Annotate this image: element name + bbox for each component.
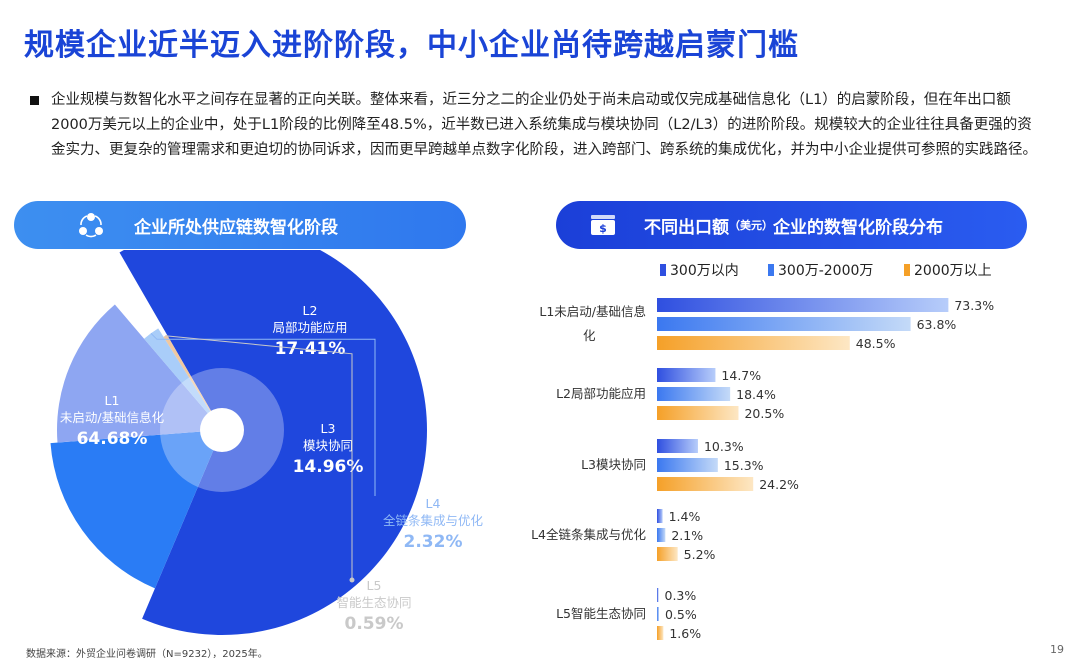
right-chart-header: $ 不同出口额 （美元） 企业的数智化阶段分布: [556, 201, 1027, 249]
pie-label-value: 64.68%: [77, 429, 148, 449]
bar-value-label: 0.3%: [665, 588, 697, 603]
legend-item-3: 2000万以上: [904, 263, 992, 279]
money-icon: $: [588, 210, 618, 240]
category-label-line: 化: [583, 328, 596, 343]
bar-1-series-2: [657, 317, 911, 331]
network-icon: [76, 210, 106, 240]
stage-pie-chart: L1 未启动/基础信息化 64.68% L2 局部功能应用 17.41% L3 模块协同 14.…: [0, 250, 540, 635]
legend-label: 300万以内: [670, 263, 739, 279]
bar-4-series-1: [657, 509, 663, 523]
bar-value-label: 1.4%: [669, 509, 701, 524]
pie-label-code: L3: [321, 421, 336, 436]
legend-swatch: [904, 264, 910, 276]
bar-value-label: 0.5%: [665, 607, 697, 622]
category-label-2: L2局部功能应用: [556, 386, 646, 401]
page-number: 19: [1050, 643, 1064, 656]
bar-value-label: 14.7%: [721, 368, 761, 383]
bar-1-series-1: [657, 298, 948, 312]
bar-2-series-2: [657, 387, 730, 401]
category-label-line: L2局部功能应用: [556, 386, 646, 401]
pie-label-name: 局部功能应用: [272, 320, 347, 335]
bar-5-series-1: [657, 588, 659, 602]
bar-3-series-1: [657, 439, 698, 453]
bar-value-label: 10.3%: [704, 439, 744, 454]
pie-label-value: 0.59%: [345, 614, 404, 634]
bar-4-series-2: [657, 528, 665, 542]
intro-text: 企业规模与数智化水平之间存在显著的正向关联。整体来看，近三分之二的企业仍处于尚未…: [51, 88, 1040, 163]
pie-label-name: 未启动/基础信息化: [60, 410, 165, 425]
legend-item-2: 300万-2000万: [768, 263, 873, 279]
pie-label-value: 14.96%: [293, 457, 364, 477]
page-title: 规模企业近半迈入进阶阶段，中小企业尚待跨越启蒙门槛: [24, 20, 799, 64]
pie-label-value: 17.41%: [275, 339, 346, 359]
category-label-line: L5智能生态协同: [556, 606, 646, 621]
category-label-line: L3模块协同: [581, 457, 646, 472]
category-label-1: L1未启动/基础信息化: [539, 304, 646, 343]
legend-item-1: 300万以内: [660, 263, 739, 279]
intro-paragraph: 企业规模与数智化水平之间存在显著的正向关联。整体来看，近三分之二的企业仍处于尚未…: [30, 88, 1040, 163]
right-chart-title-unit: （美元）: [729, 217, 773, 233]
category-label-4: L4全链条集成与优化: [531, 527, 646, 542]
pie-label-code: L4: [426, 496, 441, 511]
category-label-line: L1未启动/基础信息: [539, 304, 646, 319]
pie-label-code: L1: [105, 393, 120, 408]
bar-value-label: 73.3%: [954, 298, 994, 313]
bar-value-label: 18.4%: [736, 387, 776, 402]
bullet-icon: [30, 96, 39, 105]
category-label-line: L4全链条集成与优化: [531, 527, 646, 542]
bar-value-label: 5.2%: [684, 547, 716, 562]
bar-value-label: 63.8%: [917, 317, 957, 332]
bar-value-label: 1.6%: [669, 626, 701, 640]
bar-3-series-3: [657, 477, 753, 491]
pie-label-name: 智能生态协同: [336, 595, 411, 610]
pie-label-code: L5: [367, 578, 382, 593]
legend-label: 2000万以上: [914, 263, 992, 279]
bar-value-label: 15.3%: [724, 458, 764, 473]
svg-text:$: $: [599, 222, 607, 235]
pie-label-value: 2.32%: [404, 532, 463, 552]
right-chart-title-b: 企业的数智化阶段分布: [773, 213, 943, 238]
bar-5-series-3: [657, 626, 663, 640]
legend-label: 300万-2000万: [778, 263, 873, 279]
legend-swatch: [660, 264, 666, 276]
bar-value-label: 24.2%: [759, 477, 799, 492]
right-chart-title-a: 不同出口额: [644, 213, 729, 238]
export-bar-chart: 300万以内 300万-2000万 2000万以上 L1未启动/基础信息化 73.3% 6…: [520, 255, 1080, 640]
left-chart-title: 企业所处供应链数智化阶段: [134, 213, 338, 238]
bar-4-series-3: [657, 547, 678, 561]
bar-1-series-3: [657, 336, 850, 350]
pie-label-code: L2: [303, 303, 318, 318]
pie-label-name: 全链条集成与优化: [383, 513, 484, 528]
source-note: 数据来源：外贸企业问卷调研（N=9232），2025年。: [26, 645, 268, 660]
bar-value-label: 2.1%: [671, 528, 703, 543]
pie-center-hole: [200, 408, 244, 452]
bar-value-label: 48.5%: [856, 336, 896, 351]
bar-2-series-3: [657, 406, 738, 420]
category-label-5: L5智能生态协同: [556, 606, 646, 621]
pie-label-name: 模块协同: [303, 438, 353, 453]
pie-leader-dot: [350, 578, 355, 583]
bar-3-series-2: [657, 458, 718, 472]
category-label-3: L3模块协同: [581, 457, 646, 472]
bar-value-label: 20.5%: [744, 406, 784, 421]
left-chart-header: 企业所处供应链数智化阶段: [14, 201, 466, 249]
legend-swatch: [768, 264, 774, 276]
bar-2-series-1: [657, 368, 715, 382]
bar-5-series-2: [657, 607, 659, 621]
